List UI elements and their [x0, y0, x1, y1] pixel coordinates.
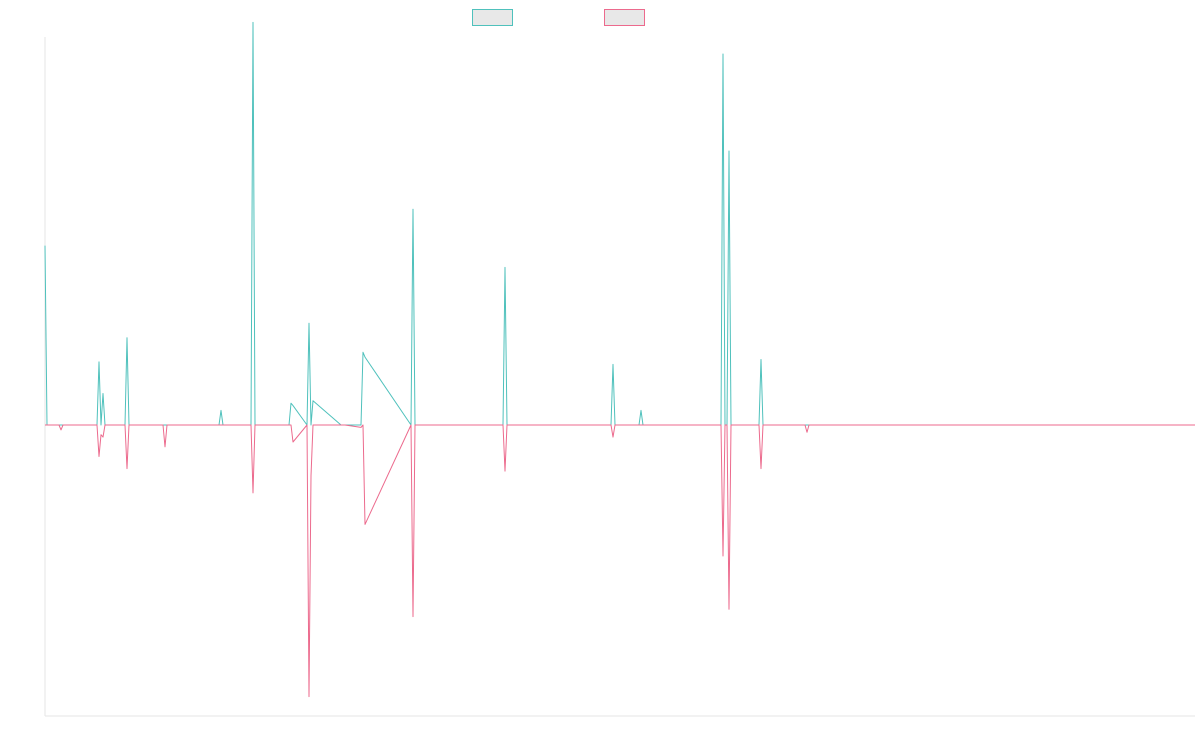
axes: [44, 37, 1195, 717]
series-line-2: [45, 424, 1195, 698]
series-line-1: [44, 21, 1195, 426]
legend-swatch-2[interactable]: [604, 9, 645, 26]
legend-swatch-1[interactable]: [472, 9, 513, 26]
legend: [472, 9, 645, 26]
series-layer: [44, 21, 1195, 698]
